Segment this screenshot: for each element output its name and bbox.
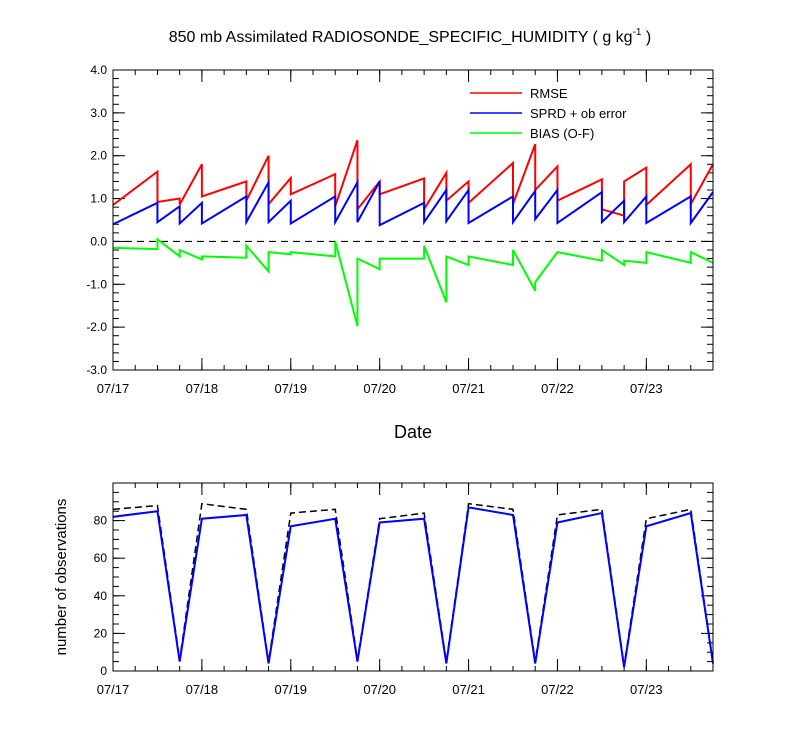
bottom-y-tick-label: 0 (100, 664, 107, 678)
top-axes: 07/17 07/18 07/19 07/20 07/21 07/22 07/23 4.0 3.… (86, 63, 714, 396)
top-y-tick-label: -2.0 (86, 320, 107, 334)
top-series (112, 139, 714, 327)
bottom-x-tick-label: 07/17 (97, 682, 130, 697)
top-y-tick-label: 4.0 (90, 63, 107, 77)
top-x-tick-label: 07/23 (630, 381, 663, 396)
bottom-x-tick-label: 07/21 (452, 682, 485, 697)
bottom-axes: 07/17 07/18 07/19 07/20 07/21 07/22 07/23 0 20 40… (94, 482, 714, 697)
legend-label-bias: BIAS (O-F) (530, 126, 594, 141)
top-x-tick-label: 07/19 (275, 381, 308, 396)
bottom-x-tick-label: 07/20 (363, 682, 396, 697)
top-series-sprd-ob-error (112, 178, 714, 227)
top-x-tick-label: 07/17 (97, 381, 130, 396)
top-chart: 850 mb Assimilated RADIOSONDE_SPECIFIC_H… (86, 27, 714, 442)
top-chart-title: 850 mb Assimilated RADIOSONDE_SPECIFIC_H… (169, 27, 652, 46)
top-x-tick-label: 07/22 (541, 381, 574, 396)
bottom-x-tick-label: 07/18 (186, 682, 219, 697)
top-x-tick-label: 07/21 (452, 381, 485, 396)
top-series-bias-o-f (112, 237, 714, 327)
bottom-plot-frame (112, 482, 714, 672)
top-y-tick-label: 1.0 (90, 192, 107, 206)
top-y-tick-label: 2.0 (90, 149, 107, 163)
top-x-tick-label: 07/20 (363, 381, 396, 396)
top-chart-xlabel: Date (394, 422, 432, 442)
bottom-x-tick-label: 07/19 (275, 682, 308, 697)
bottom-series-assimilated-observations (112, 506, 714, 668)
bottom-x-tick-label: 07/23 (630, 682, 663, 697)
bottom-y-tick-label: 40 (94, 589, 108, 603)
legend-label-sprd: SPRD + ob error (530, 106, 627, 121)
bottom-series-total-observations (112, 502, 714, 666)
top-y-tick-label: 0.0 (90, 234, 107, 248)
top-plot-frame (112, 69, 714, 371)
top-y-tick-label: -1.0 (86, 277, 107, 291)
top-y-tick-label: 3.0 (90, 106, 107, 120)
top-legend: RMSE SPRD + ob error BIAS (O-F) (470, 86, 627, 141)
top-x-tick-label: 07/18 (186, 381, 219, 396)
bottom-y-tick-label: 80 (94, 514, 108, 528)
bottom-series (112, 502, 714, 668)
top-series-rmse (112, 139, 714, 218)
legend-label-rmse: RMSE (530, 86, 568, 101)
bottom-y-tick-label: 20 (94, 626, 108, 640)
bottom-y-tick-label: 60 (94, 551, 108, 565)
bottom-chart: 07/17 07/18 07/19 07/20 07/21 07/22 07/23 0 20 40… (53, 482, 714, 697)
bottom-chart-ylabel: number of observations (53, 499, 70, 656)
bottom-x-tick-label: 07/22 (541, 682, 574, 697)
top-y-tick-label: -3.0 (86, 363, 107, 377)
